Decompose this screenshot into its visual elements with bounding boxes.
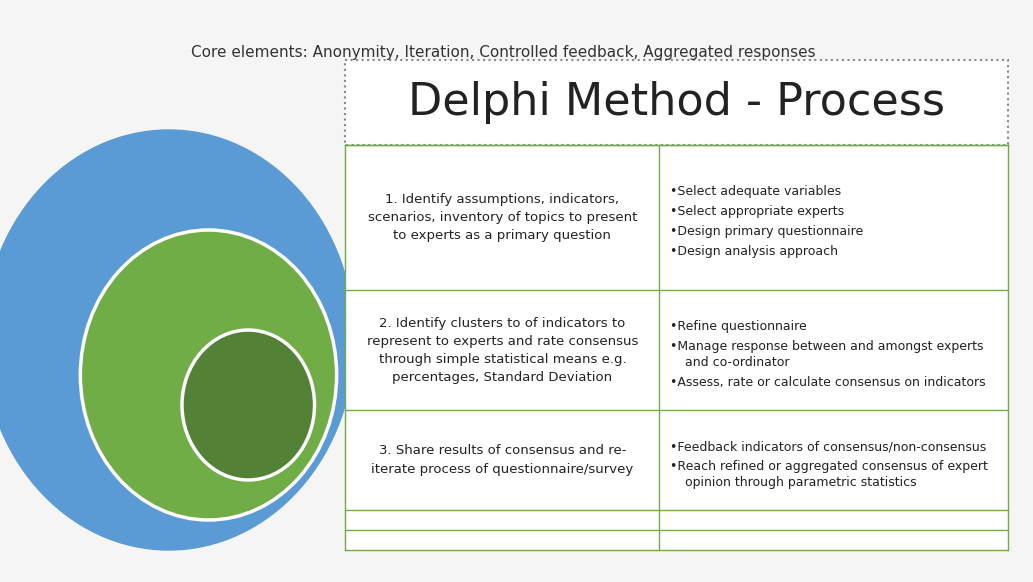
Text: •Assess, rate or calculate consensus on indicators: •Assess, rate or calculate consensus on … — [669, 376, 985, 389]
FancyBboxPatch shape — [345, 410, 1008, 510]
Text: opinion through parametric statistics: opinion through parametric statistics — [677, 476, 916, 489]
Text: Core elements: Anonymity, Iteration, Controlled feedback, Aggregated responses: Core elements: Anonymity, Iteration, Con… — [191, 45, 815, 60]
Text: •Design analysis approach: •Design analysis approach — [669, 246, 838, 258]
Text: •Feedback indicators of consensus/non-consensus: •Feedback indicators of consensus/non-co… — [669, 440, 987, 453]
Text: •Reach refined or aggregated consensus of expert: •Reach refined or aggregated consensus o… — [669, 460, 988, 473]
FancyBboxPatch shape — [345, 145, 1008, 290]
Text: 1. Identify assumptions, indicators,
scenarios, inventory of topics to present
t: 1. Identify assumptions, indicators, sce… — [368, 193, 637, 242]
Circle shape — [0, 130, 354, 550]
Text: Delphi Method - Process: Delphi Method - Process — [408, 81, 945, 124]
FancyBboxPatch shape — [345, 60, 1008, 145]
Circle shape — [81, 230, 337, 520]
Text: •Select appropriate experts: •Select appropriate experts — [669, 205, 844, 218]
FancyBboxPatch shape — [345, 510, 1008, 530]
FancyBboxPatch shape — [345, 530, 1008, 550]
Circle shape — [182, 330, 314, 480]
Text: •Manage response between and amongst experts: •Manage response between and amongst exp… — [669, 340, 983, 353]
Text: •Refine questionnaire: •Refine questionnaire — [669, 320, 807, 333]
Text: •Select adequate variables: •Select adequate variables — [669, 186, 841, 198]
FancyBboxPatch shape — [345, 290, 1008, 410]
Text: 3. Share results of consensus and re-
iterate process of questionnaire/survey: 3. Share results of consensus and re- it… — [371, 445, 633, 475]
Text: •Design primary questionnaire: •Design primary questionnaire — [669, 225, 863, 239]
Text: and co-ordinator: and co-ordinator — [677, 356, 789, 369]
Text: 2. Identify clusters to of indicators to
represent to experts and rate consensus: 2. Identify clusters to of indicators to… — [367, 317, 638, 384]
